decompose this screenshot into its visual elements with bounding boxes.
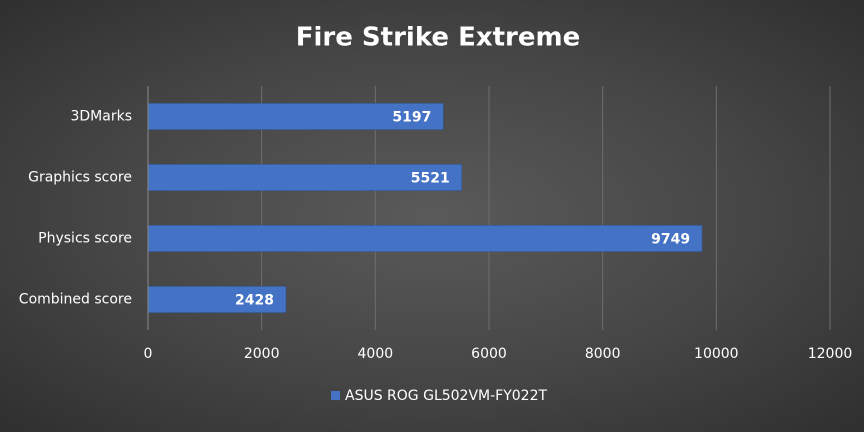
y-tick-label: Graphics score	[28, 170, 132, 186]
bar	[147, 164, 463, 191]
data-label: 2428	[235, 293, 274, 309]
x-tick-label: 0	[144, 346, 153, 362]
bar	[147, 225, 703, 252]
x-tick-label: 6000	[471, 346, 507, 362]
x-tick-label: 10000	[694, 346, 739, 362]
x-tick-label: 12000	[808, 346, 853, 362]
legend-label: ASUS ROG GL502VM-FY022T	[345, 388, 547, 404]
data-label: 9749	[651, 232, 690, 248]
x-tick-label: 4000	[358, 346, 394, 362]
data-label: 5197	[392, 110, 431, 126]
y-tick-label: Physics score	[38, 231, 132, 247]
x-tick-label: 8000	[585, 346, 621, 362]
y-tick-label: Combined score	[19, 292, 132, 308]
bar	[147, 286, 287, 313]
x-tick-label: 2000	[244, 346, 280, 362]
data-label: 5521	[411, 171, 450, 187]
y-tick-label: 3DMarks	[70, 109, 132, 125]
chart-title: Fire Strike Extreme	[296, 23, 581, 53]
legend-swatch	[331, 391, 340, 400]
